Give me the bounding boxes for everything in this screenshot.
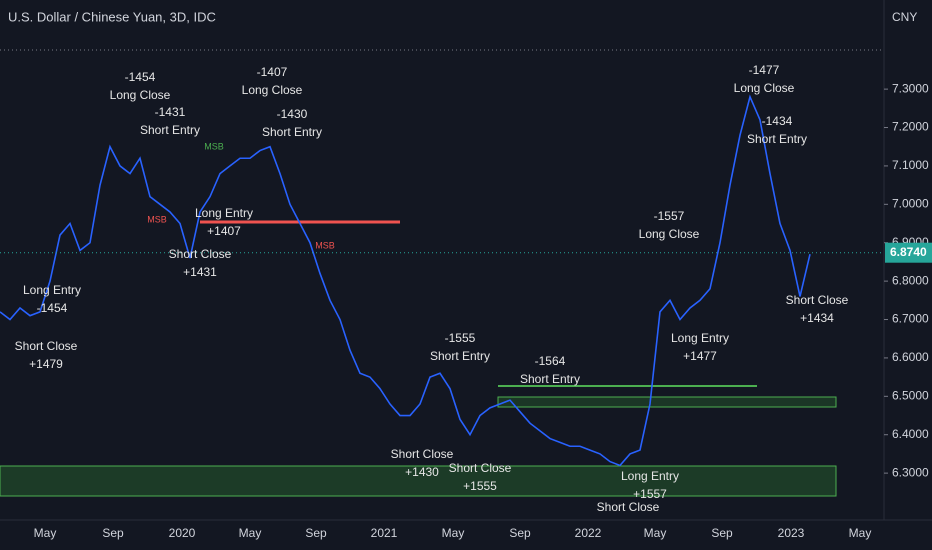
y-tick-label: 6.4000 [892, 427, 929, 441]
annotation: -1477 [749, 63, 780, 77]
y-tick-label: 7.0000 [892, 196, 929, 210]
annotation: Short Entry [747, 132, 807, 146]
y-tick-label: 6.5000 [892, 388, 929, 402]
current-price-tag [885, 242, 932, 263]
annotation: MSB [204, 141, 224, 151]
annotation: Short Close [391, 447, 454, 461]
x-tick-label: Sep [711, 526, 733, 540]
annotation: -1564 [535, 354, 566, 368]
annotation: +1557 [633, 487, 667, 501]
annotation: +1434 [800, 311, 834, 325]
annotation: Short Entry [520, 372, 580, 386]
x-tick-label: May [239, 526, 262, 540]
annotation: Long Close [242, 83, 303, 97]
x-tick-label: May [644, 526, 667, 540]
annotation: +1555 [463, 479, 497, 493]
annotation: Short Entry [430, 349, 490, 363]
y-tick-label: 6.8000 [892, 273, 929, 287]
price-line [0, 94, 811, 467]
annotation: +1431 [183, 265, 217, 279]
annotation: MSB [315, 240, 335, 250]
x-tick-label: 2020 [169, 526, 196, 540]
annotation: -1454 [37, 301, 68, 315]
zone [497, 396, 837, 408]
annotation: Long Entry [23, 283, 81, 297]
y-tick-label: 7.1000 [892, 158, 929, 172]
annotation: Short Close [597, 500, 660, 514]
annotation: -1431 [155, 105, 186, 119]
annotation: Short Close [169, 247, 232, 261]
annotation: -1454 [125, 70, 156, 84]
annotation: -1434 [762, 114, 793, 128]
y-tick-label: 6.6000 [892, 350, 929, 364]
annotation: Long Close [734, 81, 795, 95]
x-tick-label: May [34, 526, 57, 540]
annotation: Long Close [110, 88, 171, 102]
annotation: +1479 [29, 357, 63, 371]
x-tick-label: Sep [305, 526, 327, 540]
annotation: Short Close [15, 339, 78, 353]
annotation: Short Close [449, 461, 512, 475]
annotation: Long Entry [621, 469, 679, 483]
x-tick-label: May [849, 526, 872, 540]
annotation: -1555 [445, 331, 476, 345]
x-tick-label: 2022 [575, 526, 602, 540]
currency: CNY [892, 10, 917, 24]
annotation: +1477 [683, 349, 717, 363]
annotation: -1407 [257, 65, 288, 79]
current-price-label: 6.8740 [890, 245, 927, 259]
x-tick-label: May [442, 526, 465, 540]
y-tick-label: 6.7000 [892, 312, 929, 326]
y-tick-label: 7.3000 [892, 81, 929, 95]
y-tick-label: 6.3000 [892, 465, 929, 479]
annotation: +1430 [405, 465, 439, 479]
y-tick-label: 7.2000 [892, 120, 929, 134]
annotation: +1407 [207, 224, 241, 238]
annotation: Short Close [786, 293, 849, 307]
annotation: -1557 [654, 209, 685, 223]
x-tick-label: 2021 [371, 526, 398, 540]
x-tick-label: Sep [509, 526, 531, 540]
annotation: Long Entry [195, 206, 253, 220]
annotation: Long Close [639, 227, 700, 241]
annotation: -1430 [277, 107, 308, 121]
annotation: Long Entry [671, 331, 729, 345]
annotation: Short Entry [140, 123, 200, 137]
x-tick-label: 2023 [778, 526, 805, 540]
x-tick-label: Sep [102, 526, 124, 540]
annotation: Short Entry [262, 125, 322, 139]
demand-zone [0, 465, 837, 497]
chart-title: U.S. Dollar / Chinese Yuan, 3D, IDC [8, 9, 216, 24]
annotation: MSB [147, 214, 167, 224]
